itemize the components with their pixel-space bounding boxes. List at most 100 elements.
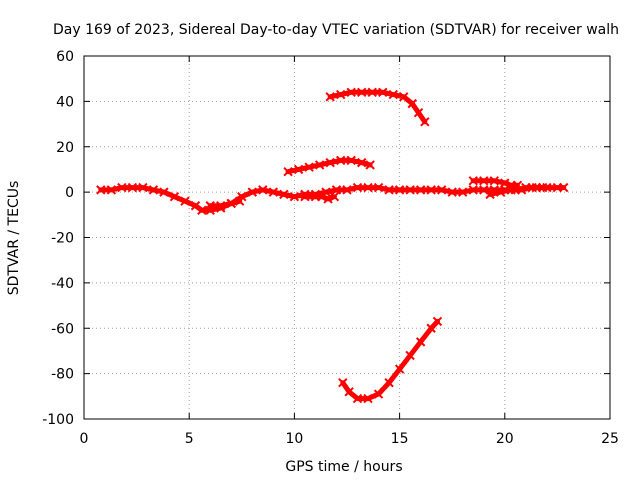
data-point [138,182,148,193]
data-point [117,182,127,193]
data-point [447,187,457,197]
series-line [207,198,243,209]
y-tick-label: 40 [56,94,74,110]
data-point [352,182,363,193]
data-point [432,316,443,327]
data-point [304,162,314,172]
data-point [537,182,548,193]
data-point [300,191,310,202]
data-point [405,350,415,361]
data-point [367,87,377,98]
data-point [289,191,300,202]
data-point [197,205,207,215]
data-point [226,198,236,209]
series-branch-mid-morning [205,196,245,211]
data-point [436,185,447,195]
data-point [394,364,405,374]
data-point [405,185,415,195]
data-point [485,189,495,200]
y-tick-label: -80 [51,367,74,383]
y-tick-label: -20 [51,231,74,247]
data-point [346,87,356,98]
data-point [293,164,304,175]
data-series [96,87,569,404]
data-point [127,182,138,193]
data-point [216,201,226,211]
data-point [279,189,289,200]
data-point [205,201,215,211]
data-point [479,185,489,195]
data-point [352,393,363,404]
y-tick-label: -100 [42,412,74,428]
plot-frame [83,55,611,420]
data-point [159,187,169,197]
series-line [340,318,440,402]
data-point [384,377,394,388]
data-point [148,185,159,195]
x-tick-label: 10 [285,431,303,447]
series-line [98,185,567,213]
chart-title: Day 169 of 2023, Sidereal Day-to-day VTE… [53,22,619,38]
data-point [468,185,478,195]
data-point [169,191,180,202]
data-point [365,160,375,170]
data-point [325,157,335,168]
data-point [234,196,245,206]
data-point [415,337,426,347]
data-point [373,182,384,193]
series-segment-top [325,87,430,127]
series-line [327,89,428,125]
data-point [247,187,258,197]
data-point [468,176,478,186]
x-tick-label: 20 [496,431,514,447]
data-point [516,185,527,195]
x-tick-label: 15 [391,431,409,447]
data-point [495,187,506,197]
series-segment-right-lower [485,182,548,200]
data-point [268,187,279,197]
x-tick-label: 0 [80,431,89,447]
data-point [413,108,424,118]
data-point [384,185,394,195]
data-point [357,157,367,168]
y-tick-label: -40 [51,276,74,292]
data-point [325,92,335,102]
data-point [317,191,327,202]
data-point [426,185,436,195]
data-point [506,185,516,195]
series-segment-upper-small [283,155,375,177]
data-point [258,185,268,195]
data-point [479,176,489,186]
data-point [331,185,342,195]
data-point [190,201,201,211]
data-point [314,160,325,170]
data-point [335,155,346,166]
data-point [489,176,499,186]
data-point [388,89,398,100]
data-point [335,89,346,100]
data-point [363,393,373,404]
data-point [559,182,569,193]
data-point [344,387,354,397]
data-point [394,185,405,195]
data-point [407,98,417,109]
data-point [399,92,409,102]
x-axis-label: GPS time / hours [285,459,402,475]
data-point [323,194,333,204]
data-point [458,187,468,197]
y-tick-label: 60 [56,49,74,65]
y-axis-label: SDTVAR / TECUs [6,181,22,296]
y-tick-label: 0 [65,185,74,201]
x-tick-label: 5 [185,431,194,447]
series-branch-near-zero-low [300,191,340,204]
data-point [357,87,367,98]
data-point [346,155,356,166]
data-point [106,185,117,195]
data-point [363,182,373,193]
grid-lines [84,56,610,419]
data-point [342,185,352,195]
data-point [180,196,190,206]
data-point [96,185,106,195]
y-tick-label: 20 [56,140,74,156]
